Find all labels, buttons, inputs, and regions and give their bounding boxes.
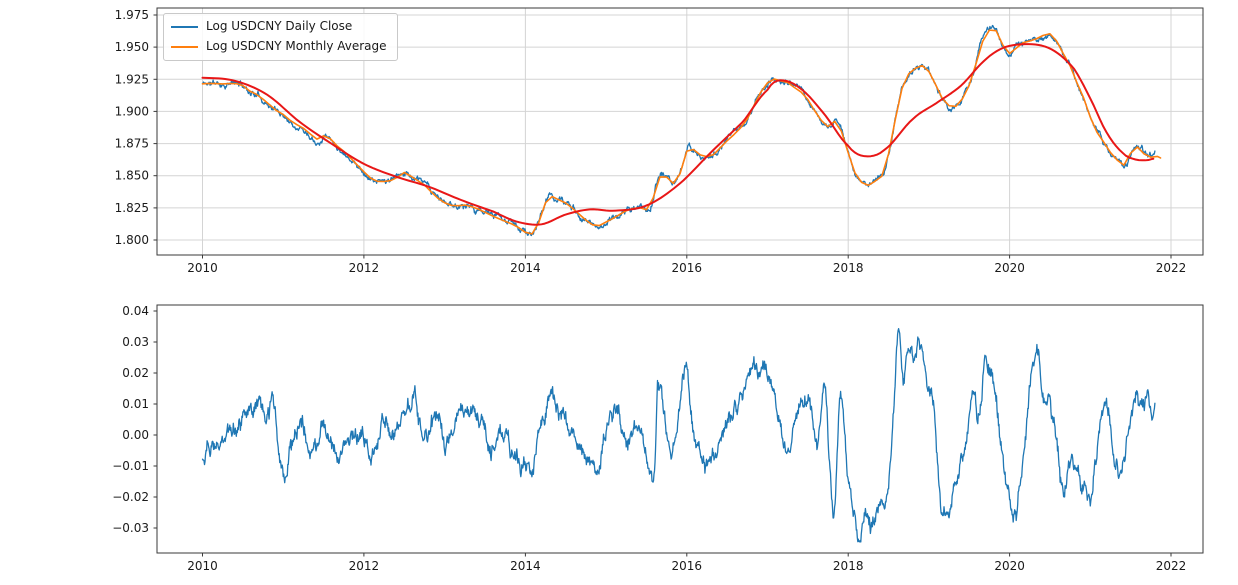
svg-text:2014: 2014 [510, 261, 541, 275]
svg-text:1.875: 1.875 [115, 137, 149, 151]
svg-text:2012: 2012 [349, 559, 380, 573]
legend-row-daily-close: Log USDCNY Daily Close [171, 18, 387, 35]
svg-text:0.03: 0.03 [122, 335, 149, 349]
svg-text:2018: 2018 [833, 559, 864, 573]
svg-text:1.850: 1.850 [115, 169, 149, 183]
svg-text:2020: 2020 [994, 559, 1025, 573]
legend-label-daily-close: Log USDCNY Daily Close [206, 19, 353, 33]
monthly-average-line-swatch [171, 45, 198, 48]
svg-text:0.04: 0.04 [122, 304, 149, 318]
svg-text:2014: 2014 [510, 559, 541, 573]
svg-text:2018: 2018 [833, 261, 864, 275]
svg-text:2022: 2022 [1156, 559, 1187, 573]
svg-text:2020: 2020 [994, 261, 1025, 275]
svg-text:1.975: 1.975 [115, 8, 149, 22]
svg-text:2016: 2016 [672, 559, 703, 573]
legend: Log USDCNY Daily Close Log USDCNY Monthl… [163, 13, 398, 61]
svg-text:2022: 2022 [1156, 261, 1187, 275]
svg-text:−0.03: −0.03 [112, 521, 149, 535]
svg-text:2016: 2016 [672, 261, 703, 275]
svg-text:1.900: 1.900 [115, 104, 149, 118]
svg-text:2010: 2010 [187, 261, 218, 275]
svg-text:−0.02: −0.02 [112, 490, 149, 504]
svg-text:0.01: 0.01 [122, 397, 149, 411]
legend-row-monthly-average: Log USDCNY Monthly Average [171, 38, 387, 55]
svg-text:2010: 2010 [187, 559, 218, 573]
svg-text:2012: 2012 [349, 261, 380, 275]
svg-text:1.950: 1.950 [115, 40, 149, 54]
svg-text:1.800: 1.800 [115, 233, 149, 247]
svg-text:1.925: 1.925 [115, 72, 149, 86]
svg-text:0.00: 0.00 [122, 428, 149, 442]
svg-text:−0.01: −0.01 [112, 459, 149, 473]
legend-label-monthly-average: Log USDCNY Monthly Average [206, 39, 387, 53]
svg-text:0.02: 0.02 [122, 366, 149, 380]
daily-close-line-swatch [171, 25, 198, 28]
svg-text:1.825: 1.825 [115, 201, 149, 215]
